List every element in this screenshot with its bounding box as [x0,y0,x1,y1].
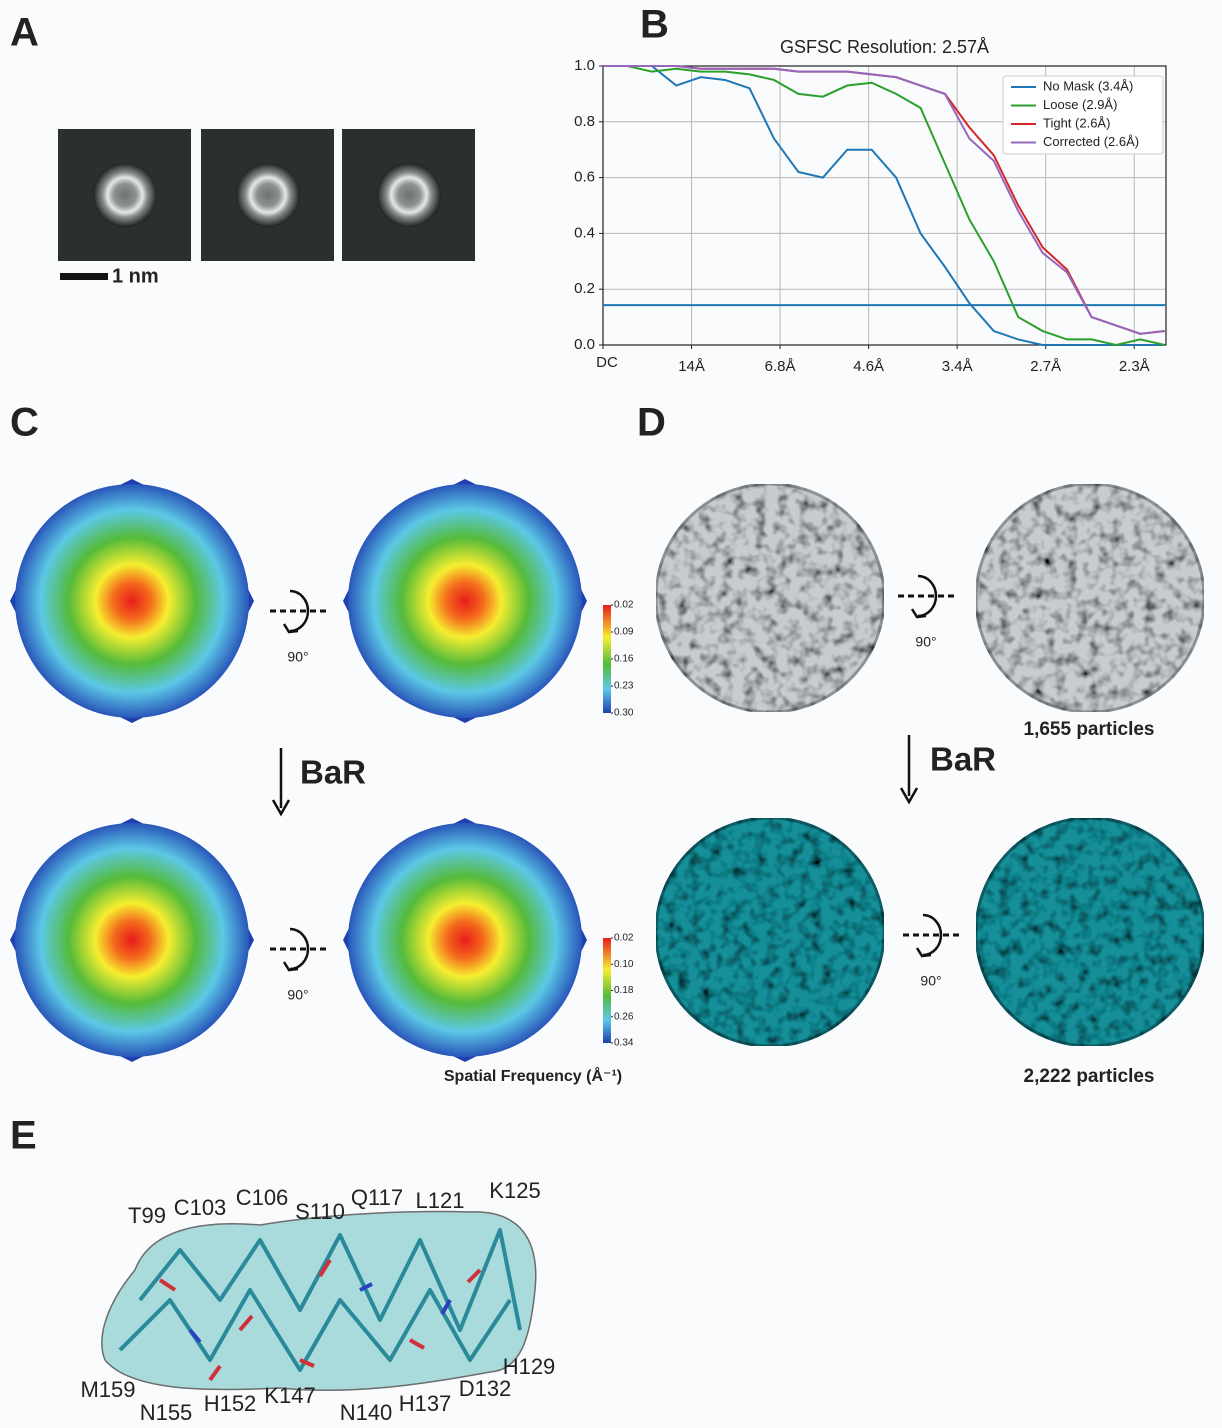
resolution-map [10,818,254,1062]
residue-label: T99 [128,1203,166,1228]
arrow-label: BaR [930,741,996,778]
rotation-head [284,962,298,970]
residue-label: N155 [140,1400,193,1425]
colorbar-title: Spatial Frequency (Å⁻¹) [444,1066,622,1085]
residue-label: K125 [489,1178,540,1203]
y-tick-label: 0.4 [574,224,595,241]
residue-label: M159 [80,1377,135,1402]
x-tick-label: DC [596,354,618,371]
residue-label: Q117 [351,1185,403,1210]
x-tick-label: 3.4Å [942,358,973,375]
residue-label: K147 [264,1383,315,1408]
particle-count: 2,222 particles [1024,1066,1155,1087]
density-map [102,1212,536,1391]
particle-count: 1,655 particles [1024,719,1155,740]
residue-label: H137 [399,1391,452,1416]
scale-bar [60,273,108,280]
panel-label: E [10,1114,37,1158]
density-map [976,484,1204,712]
colorbar-label: 0.10 [614,959,634,970]
map-disc [348,823,582,1057]
y-tick-label: 1.0 [574,57,595,74]
colorbar-label: 0.02 [614,600,634,611]
residue-label: N140 [340,1400,393,1425]
panel-label: B [640,3,669,47]
x-tick-label: 4.6Å [853,358,884,375]
rotation-label: 90° [287,987,308,1003]
y-tick-label: 0.0 [574,336,595,353]
y-tick-label: 0.2 [574,280,595,297]
density-map [656,818,884,1046]
class-averages [58,129,475,261]
density-map [976,818,1204,1046]
rotation-label: 90° [920,973,941,989]
resolution-map [10,479,254,723]
colorbar-label: 0.09 [614,627,634,638]
legend-label: No Mask (3.4Å) [1043,78,1133,93]
y-tick-label: 0.6 [574,169,595,186]
residue-label: L121 [416,1188,465,1213]
residue-label: H152 [204,1391,257,1416]
scale-label: 1 nm [112,265,159,287]
map-disc [348,484,582,718]
rotation-head [912,609,926,617]
resolution-map [343,818,587,1062]
colorbar-label: 0.30 [614,708,634,719]
panel-label: D [637,401,666,445]
density-map [656,484,884,712]
x-tick-label: 14Å [678,358,705,375]
colorbar-label: 0.18 [614,985,634,996]
legend-label: Loose (2.9Å) [1043,97,1117,112]
arrow-label: BaR [300,754,366,791]
map-disc [15,823,249,1057]
rotation-head [917,948,931,956]
panel-label: C [10,401,39,445]
resolution-map [343,479,587,723]
residue-label: S110 [295,1199,345,1224]
residue-label: D132 [459,1376,512,1401]
rotation-label: 90° [915,634,936,650]
rotation-label: 90° [287,649,308,665]
residue-label: C103 [174,1195,227,1220]
figure: A B C D E 1 nm 90° 90° 0.02 0.09 0.16 0.23 0.3… [0,0,1222,1428]
colorbar-label: 0.23 [614,681,634,692]
colorbar-label: 0.26 [614,1011,634,1022]
x-tick-label: 6.8Å [765,358,796,375]
residue-label: C106 [236,1185,289,1210]
rotation-head [284,624,298,632]
panel-label: A [10,11,39,55]
colorbar [603,605,611,713]
fsc-chart: GSFSC Resolution: 2.57Å DC 14Å 6.8Å 4.6Å 3.4Å… [574,37,1166,375]
legend-label: Tight (2.6Å) [1043,115,1110,130]
colorbar [603,938,611,1043]
colorbar-label: 0.16 [614,654,634,665]
x-tick-label: 2.3Å [1119,358,1150,375]
legend-label: Corrected (2.6Å) [1043,134,1139,149]
map-disc [15,484,249,718]
chart-title: GSFSC Resolution: 2.57Å [780,37,989,57]
colorbar-label: 0.34 [614,1038,634,1049]
colorbar-label: 0.02 [614,933,634,944]
y-tick-label: 0.8 [574,113,595,130]
x-tick-label: 2.7Å [1030,358,1061,375]
